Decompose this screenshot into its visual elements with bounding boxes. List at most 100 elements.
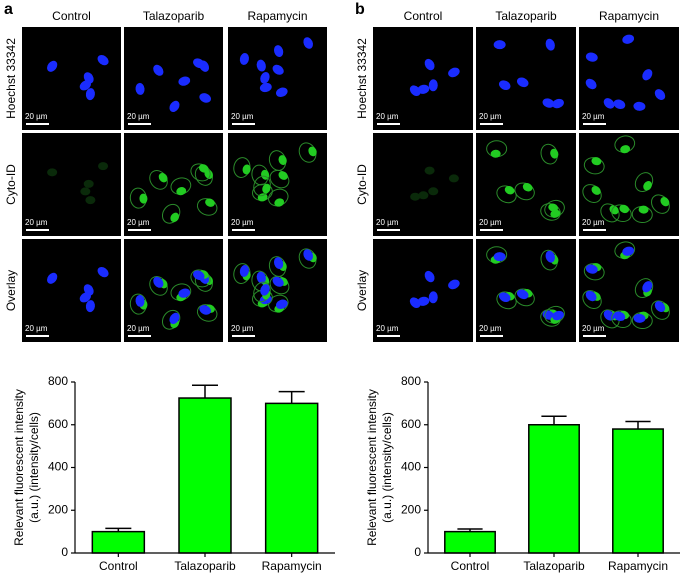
- column-label: Control: [404, 9, 443, 23]
- x-tick-label: Talazoparib: [523, 559, 585, 573]
- nucleus: [613, 99, 626, 110]
- nucleus: [153, 64, 164, 76]
- nucleus: [85, 300, 95, 313]
- nucleus: [260, 283, 270, 296]
- y-tick-label: 400: [48, 460, 68, 474]
- nucleus: [409, 85, 421, 97]
- nucleus: [193, 270, 205, 281]
- micrograph: [124, 27, 223, 130]
- y-axis-label: Relevant fluorescent intensity: [12, 389, 26, 546]
- nucleus: [585, 52, 598, 62]
- autophagy-signal: [85, 196, 96, 205]
- autophagy-signal: [550, 209, 561, 218]
- autophagy-signal: [98, 162, 109, 171]
- nucleus: [498, 292, 511, 302]
- micrograph: [373, 239, 473, 342]
- nucleus: [275, 299, 288, 309]
- column-label: Rapamycin: [599, 9, 659, 23]
- nucleus: [654, 89, 666, 100]
- autophagy-signal: [158, 173, 168, 183]
- autophagy-signal: [490, 149, 501, 158]
- nucleus: [169, 312, 180, 324]
- nucleus: [448, 67, 460, 78]
- nucleus: [542, 98, 555, 108]
- scale-bar-label: 20 µm: [231, 324, 254, 333]
- bar: [528, 424, 580, 554]
- scale-bar-label: 20 µm: [127, 218, 150, 227]
- autophagy-signal: [550, 148, 559, 159]
- nucleus: [273, 257, 284, 269]
- nucleus: [642, 69, 653, 81]
- nucleus: [199, 93, 211, 103]
- nucleus: [428, 291, 438, 304]
- nucleus: [169, 100, 180, 112]
- autophagy-signal: [278, 171, 288, 180]
- nucleus: [135, 294, 145, 307]
- nucleus: [97, 54, 109, 66]
- nucleus: [47, 60, 58, 72]
- autophagy-signal: [410, 192, 421, 201]
- y-tick-label: 800: [401, 374, 421, 388]
- y-tick-label: 0: [414, 545, 421, 559]
- scale-bar-label: 20 µm: [479, 112, 502, 121]
- autophagy-signal: [504, 186, 515, 195]
- y-tick-label: 200: [401, 502, 421, 516]
- y-axis-label: Relevant fluorescent intensity: [365, 389, 379, 546]
- autophagy-signal: [308, 146, 317, 157]
- autophagy-signal: [80, 187, 91, 196]
- autophagy-signal: [278, 155, 287, 165]
- nucleus: [633, 101, 646, 111]
- scale-bar-label: 20 µm: [25, 112, 48, 121]
- y-tick-label: 0: [61, 545, 68, 559]
- nucleus: [622, 246, 635, 256]
- nucleus: [585, 78, 597, 90]
- nucleus: [272, 276, 284, 287]
- micrograph: [373, 133, 473, 236]
- autophagy-signal: [619, 204, 630, 214]
- micrograph: [22, 133, 121, 236]
- nucleus: [552, 310, 564, 321]
- y-tick-label: 800: [48, 374, 68, 388]
- micrograph: [579, 27, 679, 130]
- nucleus: [135, 82, 145, 95]
- x-tick-label: Rapamycin: [262, 559, 322, 573]
- autophagy-signal: [428, 187, 439, 196]
- autophagy-signal: [262, 183, 271, 194]
- nucleus: [603, 98, 615, 109]
- x-tick-label: Control: [451, 559, 490, 573]
- nucleus: [272, 64, 284, 75]
- y-axis-label: (a.u.) (intensity/cells): [380, 412, 394, 523]
- bar: [178, 397, 232, 554]
- autophagy-signal: [591, 185, 601, 195]
- nucleus: [256, 271, 266, 284]
- y-tick-label: 200: [48, 502, 68, 516]
- nucleus: [256, 59, 266, 72]
- nucleus: [409, 297, 421, 309]
- scale-bar-label: 20 µm: [231, 218, 254, 227]
- panel-label: a: [4, 1, 13, 18]
- nucleus: [153, 276, 164, 288]
- nucleus: [303, 37, 313, 49]
- nucleus: [493, 252, 506, 262]
- row-label: Hoechst 33342: [355, 38, 369, 119]
- micrograph: [22, 27, 121, 130]
- nucleus: [633, 313, 646, 323]
- bar: [264, 402, 319, 554]
- autophagy-signal: [638, 205, 649, 214]
- nucleus: [545, 250, 555, 263]
- scale-bar-label: 20 µm: [25, 324, 48, 333]
- autophagy-signal: [591, 157, 602, 166]
- scale-bar-label: 20 µm: [25, 218, 48, 227]
- nucleus: [585, 264, 598, 274]
- autophagy-signal: [139, 193, 148, 204]
- nucleus: [448, 279, 460, 290]
- nucleus: [260, 71, 270, 84]
- autophagy-signal: [418, 191, 429, 200]
- scale-bar-label: 20 µm: [582, 112, 605, 121]
- column-label: Rapamycin: [247, 9, 307, 23]
- micrograph: [373, 27, 473, 130]
- row-label: Cyto-ID: [355, 164, 369, 205]
- micrograph: [22, 239, 121, 342]
- nucleus: [85, 88, 95, 101]
